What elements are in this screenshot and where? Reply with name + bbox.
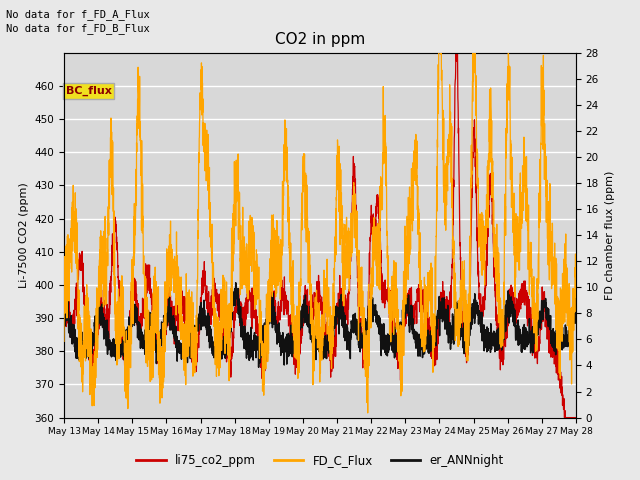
- Legend: li75_co2_ppm, FD_C_Flux, er_ANNnight: li75_co2_ppm, FD_C_Flux, er_ANNnight: [131, 449, 509, 472]
- Y-axis label: Li-7500 CO2 (ppm): Li-7500 CO2 (ppm): [19, 182, 29, 288]
- Text: BC_flux: BC_flux: [66, 86, 111, 96]
- Text: No data for f_FD_B_Flux: No data for f_FD_B_Flux: [6, 23, 150, 34]
- Y-axis label: FD chamber flux (ppm): FD chamber flux (ppm): [605, 170, 614, 300]
- Text: No data for f_FD_A_Flux: No data for f_FD_A_Flux: [6, 9, 150, 20]
- Title: CO2 in ppm: CO2 in ppm: [275, 33, 365, 48]
